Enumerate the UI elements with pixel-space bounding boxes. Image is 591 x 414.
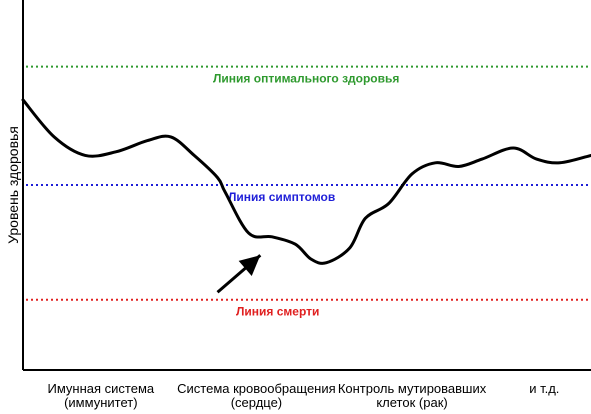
category-labels: Имунная система(иммунитет) Система кровоо… (47, 381, 559, 410)
y-axis-label: Уровень здоровья (5, 126, 21, 244)
category-label-2: Контроль мутировавших (338, 381, 487, 396)
category-label-3: и т.д. (529, 381, 559, 396)
category-label-0: Имунная система (47, 381, 154, 396)
annotation-arrow-head (238, 255, 261, 276)
reference-line-label-2: Линия смерти (236, 305, 319, 319)
category-label-1: Система кровообращения (177, 381, 336, 396)
category-sublabel-2: клеток (рак) (376, 395, 447, 410)
category-sublabel-1: (сердце) (231, 395, 282, 410)
reference-line-label-1: Линия симптомов (228, 190, 335, 204)
annotation-arrow-group (216, 254, 262, 294)
reference-lines: Линия оптимального здоровья Линия симптом… (26, 65, 591, 319)
reference-line-label-0: Линия оптимального здоровья (213, 72, 399, 86)
series-group (21, 98, 591, 265)
category-sublabel-0: (иммунитет) (64, 395, 137, 410)
health-series-line-0 (21, 98, 591, 265)
